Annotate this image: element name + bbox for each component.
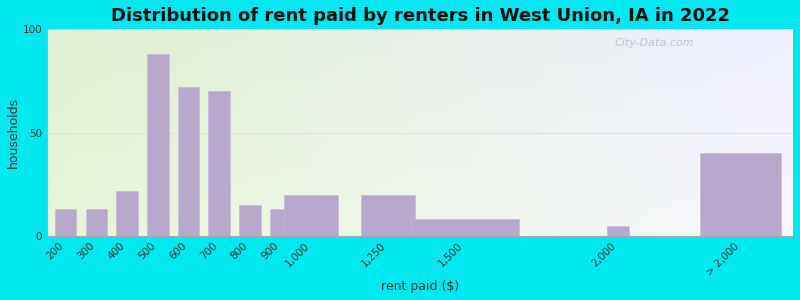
Bar (208, 91, 230, 236)
Bar (147, 54, 169, 236)
Bar (361, 195, 415, 236)
Bar (700, 153, 782, 236)
X-axis label: rent paid ($): rent paid ($) (381, 280, 459, 293)
Title: Distribution of rent paid by renters in West Union, IA in 2022: Distribution of rent paid by renters in … (110, 7, 730, 25)
Bar (270, 209, 291, 236)
Bar (178, 87, 199, 236)
Bar (284, 195, 338, 236)
Bar (116, 190, 138, 236)
Text: City-Data.com: City-Data.com (614, 38, 694, 47)
Bar (55, 209, 77, 236)
Bar (239, 205, 261, 236)
Y-axis label: households: households (7, 97, 20, 168)
Bar (410, 220, 518, 236)
Bar (86, 209, 107, 236)
Bar (607, 226, 629, 236)
